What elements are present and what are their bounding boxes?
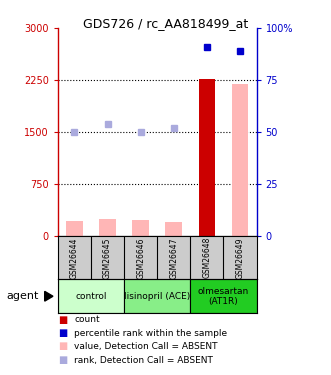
Text: ■: ■: [58, 328, 67, 338]
Text: control: control: [75, 292, 107, 301]
Bar: [199, 79, 215, 236]
Text: GSM26648: GSM26648: [202, 237, 212, 279]
Text: percentile rank within the sample: percentile rank within the sample: [74, 328, 228, 338]
Text: GSM26647: GSM26647: [169, 237, 178, 279]
Bar: [190, 279, 257, 313]
Bar: [99, 219, 116, 236]
Bar: [232, 84, 248, 236]
Text: lisinopril (ACE): lisinopril (ACE): [124, 292, 190, 301]
Text: olmesartan
(AT1R): olmesartan (AT1R): [198, 286, 249, 306]
Text: GDS726 / rc_AA818499_at: GDS726 / rc_AA818499_at: [83, 17, 248, 30]
Text: GSM26644: GSM26644: [70, 237, 79, 279]
Text: count: count: [74, 315, 100, 324]
Text: value, Detection Call = ABSENT: value, Detection Call = ABSENT: [74, 342, 218, 351]
Text: GSM26646: GSM26646: [136, 237, 145, 279]
Polygon shape: [45, 291, 53, 301]
Bar: [166, 222, 182, 236]
Bar: [124, 279, 190, 313]
Text: ■: ■: [58, 355, 67, 365]
Text: agent: agent: [7, 291, 39, 301]
Text: ■: ■: [58, 342, 67, 351]
Text: GSM26645: GSM26645: [103, 237, 112, 279]
Text: rank, Detection Call = ABSENT: rank, Detection Call = ABSENT: [74, 356, 213, 364]
Bar: [66, 221, 83, 236]
Bar: [58, 279, 124, 313]
Text: ■: ■: [58, 315, 67, 324]
Text: GSM26649: GSM26649: [235, 237, 245, 279]
Bar: [132, 220, 149, 236]
